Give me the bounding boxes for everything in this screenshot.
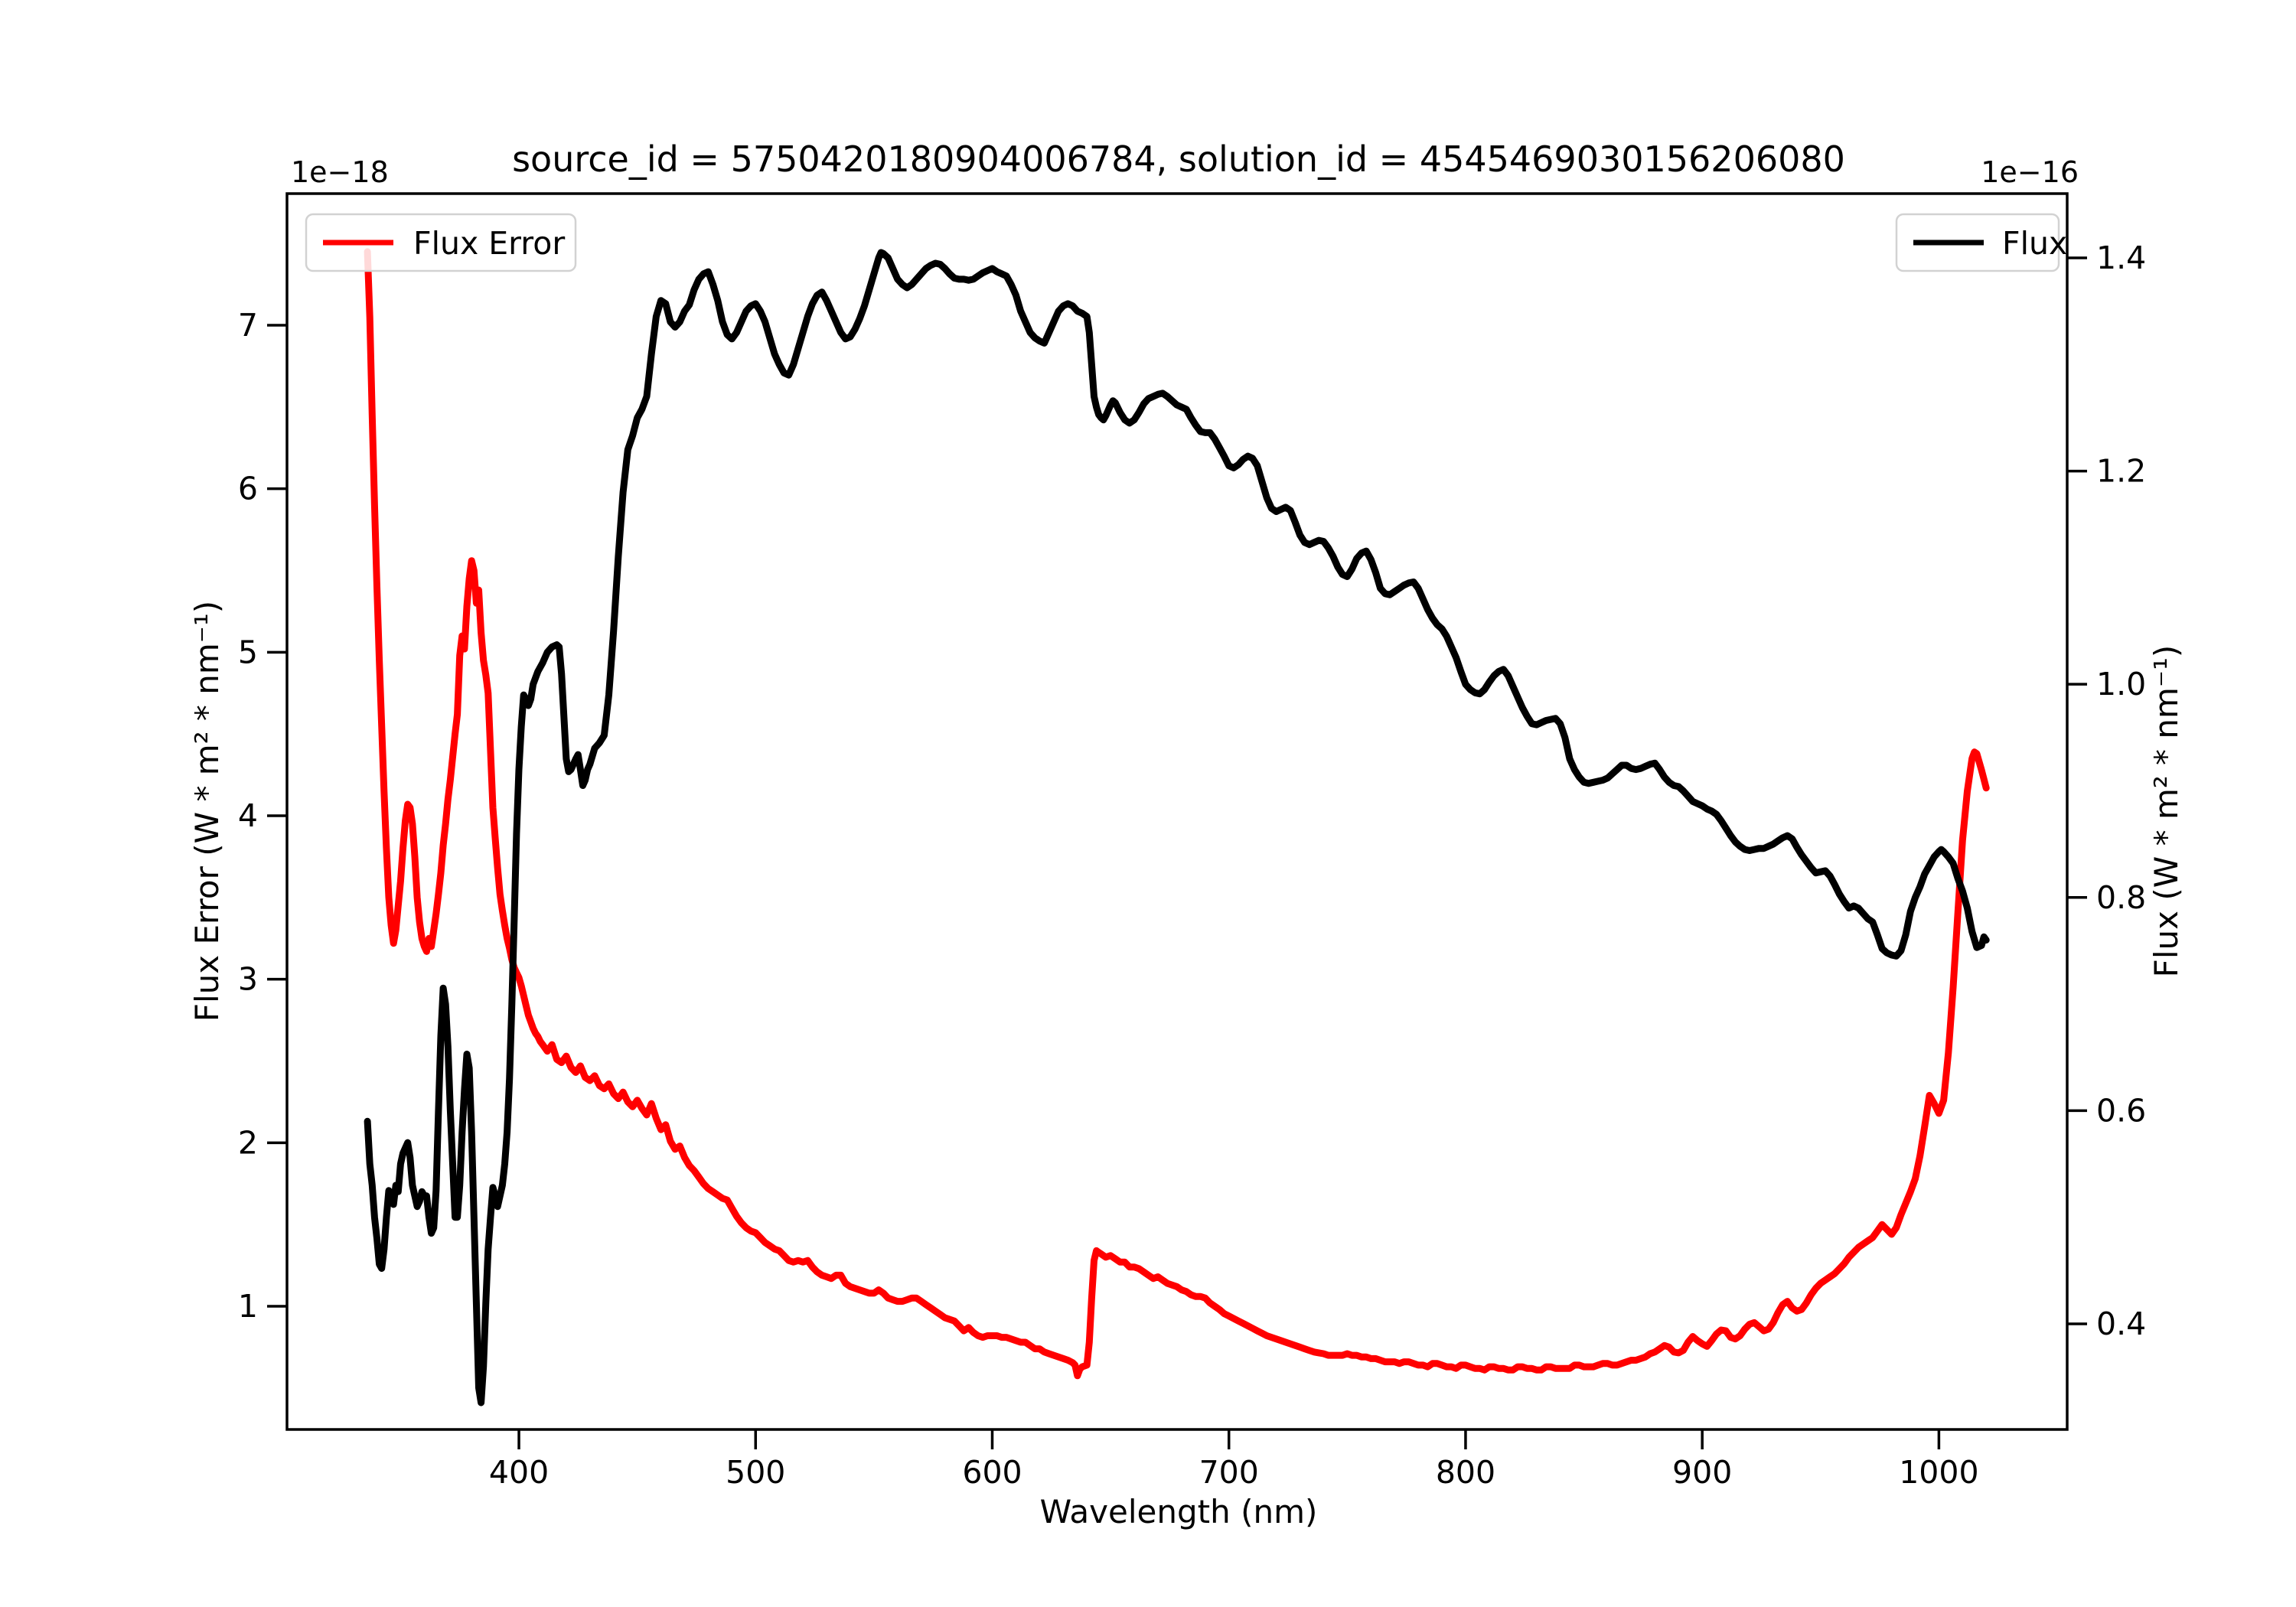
chart-title: source_id = 5750420180904006784, solutio…	[512, 139, 1845, 180]
curve-flux-error	[364, 248, 1990, 1380]
left-y-tick-label: 1	[238, 1288, 258, 1325]
left-y-tick-label: 4	[238, 797, 258, 834]
left-y-tick-label: 5	[238, 634, 258, 670]
legend-flux-label: Flux	[2002, 225, 2067, 262]
x-tick-label: 1000	[1899, 1454, 1978, 1491]
right-y-tick-label: 1.4	[2096, 240, 2146, 276]
x-tick-label: 600	[962, 1454, 1022, 1491]
left-y-tick-label: 2	[238, 1124, 258, 1161]
left-axis-offset-label: 1e−18	[291, 155, 389, 189]
legend-flux-error-box	[305, 213, 577, 272]
left-y-tick-label: 6	[238, 471, 258, 507]
right-y-axis-label: Flux (W * m² * nm⁻¹)	[2148, 645, 2185, 978]
left-y-tick-label: 3	[238, 961, 258, 998]
x-tick-label: 900	[1672, 1454, 1732, 1491]
x-tick-label: 800	[1436, 1454, 1495, 1491]
x-tick-label: 400	[489, 1454, 549, 1491]
curve-flux	[364, 249, 1990, 1407]
x-tick-label: 500	[726, 1454, 785, 1491]
right-y-tick-label: 1.2	[2096, 453, 2146, 490]
right-y-tick-label: 1.0	[2096, 666, 2146, 702]
legend-flux-error-label: Flux Error	[413, 225, 565, 262]
right-y-tick-label: 0.4	[2096, 1305, 2146, 1342]
x-tick-label: 700	[1199, 1454, 1259, 1491]
legend-flux: Flux	[1895, 213, 2067, 272]
left-y-tick-label: 7	[238, 307, 258, 344]
right-y-tick-label: 0.6	[2096, 1092, 2146, 1129]
right-y-tick-label: 0.8	[2096, 879, 2146, 916]
plot-frame	[285, 192, 2069, 1431]
data-curves	[364, 248, 1990, 1407]
legend-flux-error: Flux Error	[305, 213, 577, 272]
right-axis-offset-label: 1e−16	[1981, 155, 2079, 189]
x-axis-label: Wavelength (nm)	[1040, 1493, 1318, 1530]
left-y-axis-label: Flux Error (W * m² * nm⁻¹)	[188, 601, 226, 1022]
axis-ticks: 400 500 600 700 800 900 1000 1 2 3 4 5 6 7 0.4 0.6 0.8 1.…	[238, 240, 2146, 1491]
